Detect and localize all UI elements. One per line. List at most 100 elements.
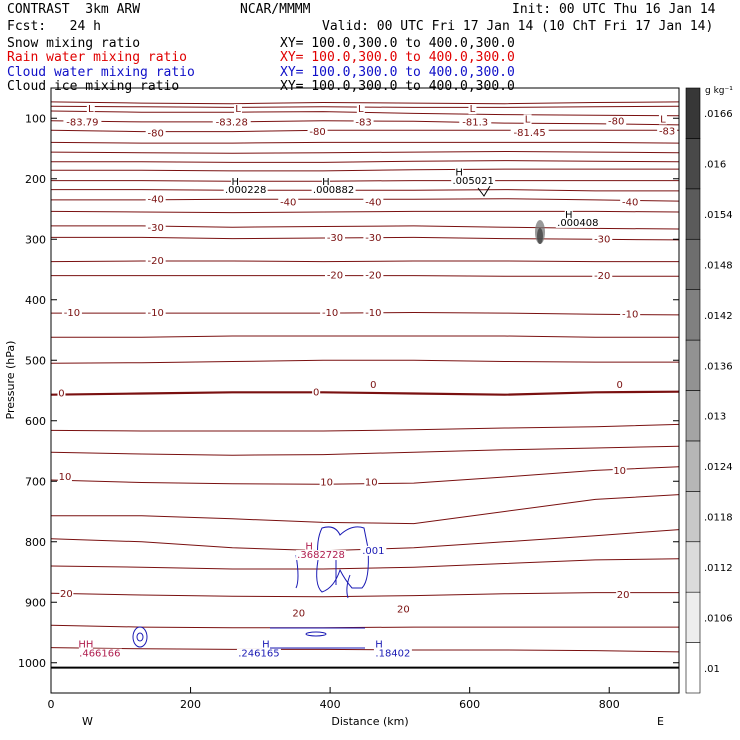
field-label-cloud-ice: Cloud ice mixing ratio: [7, 79, 180, 94]
contour-label: -10: [365, 308, 381, 319]
x-tick-label: 400: [320, 698, 341, 711]
contour-label-background: [616, 589, 631, 600]
contour-label: -80: [608, 116, 624, 127]
chart-center-title: NCAR/MMMM: [240, 2, 311, 17]
colorbar-swatch: [685, 390, 701, 442]
contour-label-background: [658, 114, 667, 125]
colorbar-tick-label: .0136: [704, 361, 733, 372]
contour-label: H: [455, 168, 463, 179]
contour-label: -10: [147, 308, 163, 319]
contour-label: -30: [365, 233, 381, 244]
y-tick-label: 800: [25, 536, 46, 549]
temperature-contour-0: [50, 101, 680, 105]
contour-label-background: [278, 197, 299, 208]
x-tick-label: 0: [48, 698, 55, 711]
contour-label: 20: [60, 589, 73, 600]
field-label-cloud-water: Cloud water mixing ratio: [7, 65, 195, 80]
contour-label-background: [510, 127, 549, 138]
contour-label-background: [61, 308, 82, 319]
field-label-snow: Snow mixing ratio: [7, 36, 141, 51]
temperature-contour-2: [50, 110, 680, 117]
contour-label: -40: [147, 194, 163, 205]
contour-label-background: [145, 256, 166, 267]
y-tick-label: 400: [25, 294, 46, 307]
temperature-contour-28: [50, 624, 679, 629]
contour-label: -10: [622, 309, 638, 320]
colorbar-swatch: [685, 87, 701, 139]
contour-label: -83: [659, 127, 675, 138]
y-tick-label: 200: [25, 173, 46, 186]
contour-label-background: [212, 117, 251, 128]
contour-label-background: [291, 608, 306, 619]
temperature-contour-15: [50, 260, 679, 263]
contour-label-background: [236, 648, 281, 659]
contour-label: L: [525, 114, 531, 125]
contour-label: L: [88, 104, 94, 115]
temperature-contour-10: [51, 189, 679, 192]
contour-label: 10: [365, 477, 378, 488]
contour-label: -30: [147, 223, 163, 234]
temperature-contour-6: [50, 150, 680, 154]
contour-label: .3682728: [297, 550, 345, 561]
temperature-contour-21: [50, 423, 680, 432]
contour-label: -20: [365, 271, 381, 282]
contour-label-background: [363, 233, 384, 244]
contour-label-background: [231, 176, 240, 187]
y-tick-label: 700: [25, 475, 46, 488]
contour-label-background: [373, 648, 412, 659]
contour-label-background: [77, 648, 122, 659]
contour-label: 0: [58, 389, 64, 400]
contour-label-background: [63, 117, 102, 128]
contour-label-background: [455, 167, 464, 178]
contour-label: -40: [280, 197, 296, 208]
contour-label: 0: [313, 387, 319, 398]
temperature-contour-22: [50, 445, 680, 456]
contour-label-background: [57, 472, 72, 483]
contour-label: H: [565, 210, 573, 221]
colorbar-tick-label: .0106: [704, 613, 733, 624]
y-tick-label: 300: [25, 233, 46, 246]
contour-label-background: [369, 380, 378, 391]
cloud-water-contour: [136, 632, 144, 642]
contour-label-background: [307, 127, 328, 138]
contour-label: -20: [327, 271, 343, 282]
colorbar-tick-label: .0154: [704, 210, 733, 221]
contour-label: .005021: [452, 176, 493, 187]
contour-label-background: [396, 604, 411, 615]
contour-label: 20: [617, 590, 630, 601]
valid-time: Valid: 00 UTC Fri 17 Jan 14 (10 ChT Fri …: [322, 19, 714, 34]
colorbar-tick-label: .0124: [704, 462, 733, 473]
y-tick-label: 500: [25, 354, 46, 367]
contour-label-background: [620, 197, 641, 208]
contour-label-background: [555, 217, 600, 228]
contour-label-background: [296, 550, 347, 561]
contour-label: -40: [365, 197, 381, 208]
temperature-contour-19: [50, 359, 679, 364]
colorbar-swatch: [685, 541, 701, 593]
contour-label-background: [564, 210, 573, 221]
colorbar-unit: g kg⁻¹: [705, 86, 733, 96]
contour-label: -80: [147, 128, 163, 139]
contour-label: L: [470, 104, 476, 115]
colorbar-swatch: [685, 339, 701, 391]
cloud-water-contour: [316, 526, 369, 593]
contour-label: HH: [78, 640, 93, 651]
contour-label-background: [657, 126, 678, 137]
contour-label-background: [145, 222, 166, 233]
contour-label-background: [606, 116, 627, 127]
contour-label-background: [234, 104, 243, 115]
colorbar-tick-label: .0166: [704, 109, 733, 120]
contour-label: H: [375, 640, 383, 651]
contour-label-background: [312, 387, 321, 398]
contour-label-background: [459, 117, 492, 128]
temperature-contour-20: [50, 390, 680, 396]
axes: 0 200 400 600 800100200300400500600700800900…: [18, 112, 679, 711]
contour-label-background: [145, 308, 166, 319]
x-tick-label: 200: [180, 698, 201, 711]
field-xy-snow: XY= 100.0,300.0 to 400.0,300.0: [280, 36, 515, 51]
contour-label-background: [451, 176, 496, 187]
contour-label: 20: [397, 605, 410, 616]
contour-label: 10: [613, 466, 626, 477]
colorbar-tick-label: .01: [704, 664, 720, 675]
temperature-contour-9: [51, 180, 679, 182]
